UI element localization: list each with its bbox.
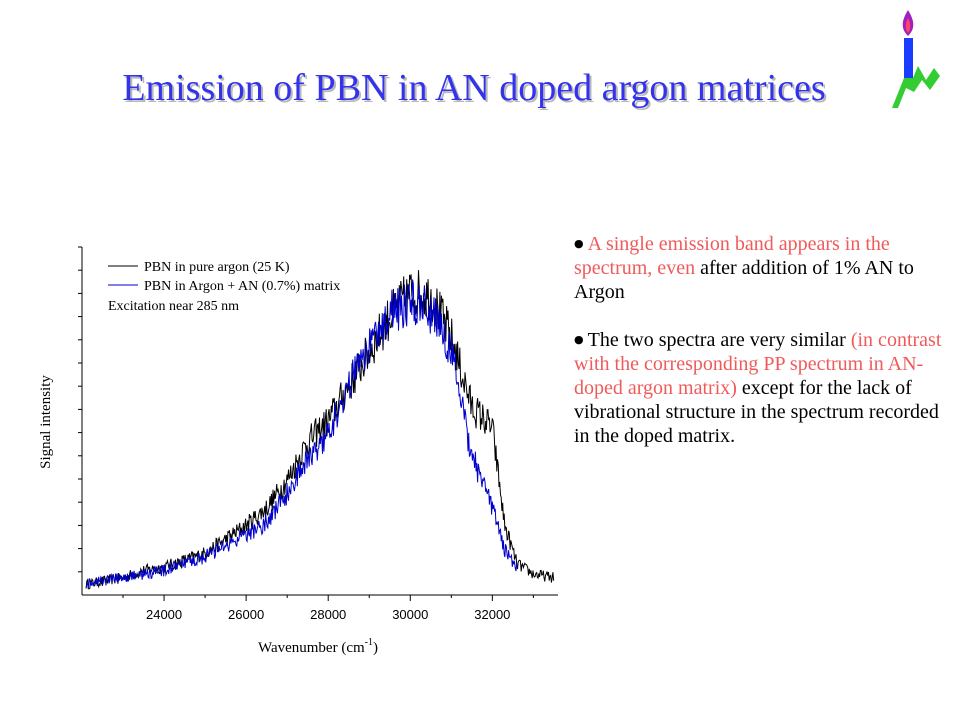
series-line-1 bbox=[85, 270, 555, 590]
slide-title: Emission of PBN in AN doped argon matric… bbox=[122, 67, 826, 109]
chart-ticks: 24000 26000 28000 30000 32000 bbox=[78, 246, 534, 622]
chart-annotation: Excitation near 285 nm bbox=[108, 299, 239, 314]
bullet-1-text-b: after addition of 1% AN to Argon bbox=[574, 257, 914, 303]
legend-label-2: PBN in Argon + AN (0.7%) matrix bbox=[144, 279, 340, 294]
bullet-item-2: ● The two spectra are very similar (in co… bbox=[574, 328, 946, 448]
chart-series bbox=[85, 270, 555, 590]
bullet-list: ● A single emission band appears in the s… bbox=[574, 232, 946, 472]
bullet-dot-icon: ● bbox=[574, 237, 584, 250]
bullet-2-text-a: The two spectra are very similar bbox=[587, 329, 851, 351]
flame-core-icon bbox=[905, 18, 911, 33]
bullet-2-text-c: except for the lack of vibrational struc… bbox=[574, 377, 939, 447]
x-tick-label: 30000 bbox=[392, 607, 428, 622]
y-axis-label: Signal intensity bbox=[38, 375, 54, 469]
bullet-item-1: ● A single emission band appears in the s… bbox=[574, 232, 946, 304]
chart-legend: PBN in pure argon (25 K) PBN in Argon + A… bbox=[108, 260, 340, 314]
bullet-2-text-b: (in contrast with the corresponding PP s… bbox=[574, 329, 942, 399]
legend-label-1: PBN in pure argon (25 K) bbox=[144, 260, 290, 275]
bullet-1-text-a: A single emission band appears in the sp… bbox=[574, 233, 890, 279]
x-axis-label-sup: -1 bbox=[365, 637, 373, 648]
x-tick-label: 24000 bbox=[146, 607, 182, 622]
chart-axes bbox=[81, 247, 558, 596]
x-tick-label: 26000 bbox=[228, 607, 264, 622]
x-tick-label: 32000 bbox=[474, 607, 510, 622]
x-tick-label: 28000 bbox=[310, 607, 346, 622]
x-axis-label: Wavenumber (cm-1) bbox=[258, 637, 378, 656]
series-line-2 bbox=[85, 279, 518, 589]
y-axis-label-text: Signal intensity bbox=[38, 375, 54, 469]
flame-logo-icon bbox=[892, 10, 940, 108]
bullet-dot-icon: ● bbox=[574, 333, 584, 346]
candle-icon bbox=[904, 38, 913, 78]
base-icon bbox=[892, 66, 940, 108]
x-axis-label-text: Wavenumber (cm bbox=[258, 640, 365, 656]
x-axis-label-tail: ) bbox=[373, 640, 378, 656]
